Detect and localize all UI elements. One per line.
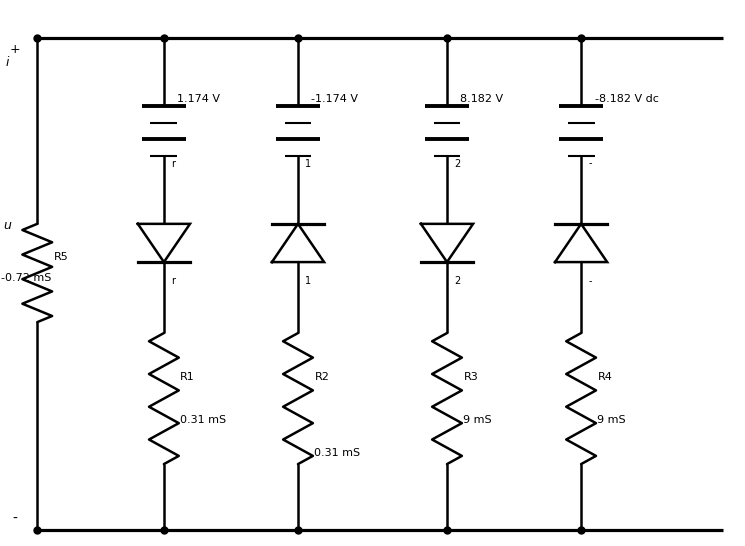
Text: 8.182 V: 8.182 V [460, 94, 504, 104]
Text: -: - [589, 276, 592, 286]
Text: 2: 2 [454, 158, 460, 169]
Text: 0.31 mS: 0.31 mS [180, 416, 226, 425]
Text: 1: 1 [305, 276, 311, 286]
Text: 9 mS: 9 mS [597, 416, 626, 425]
Text: 1.174 V: 1.174 V [177, 94, 221, 104]
Text: R4: R4 [597, 372, 612, 382]
Text: 1: 1 [305, 158, 311, 169]
Text: R5: R5 [54, 252, 69, 262]
Text: R2: R2 [314, 372, 329, 382]
Text: u: u [4, 219, 11, 232]
Text: r: r [171, 276, 175, 286]
Text: i: i [6, 56, 9, 68]
Text: r: r [171, 158, 175, 169]
Text: -0.72 mS: -0.72 mS [1, 274, 52, 283]
Text: -8.182 V dc: -8.182 V dc [595, 94, 659, 104]
Text: 2: 2 [454, 276, 460, 286]
Text: R1: R1 [180, 372, 195, 382]
Text: 9 mS: 9 mS [463, 416, 492, 425]
Text: -: - [13, 512, 17, 526]
Text: -1.174 V: -1.174 V [311, 94, 358, 104]
Text: 0.31 mS: 0.31 mS [314, 448, 361, 458]
Text: R3: R3 [463, 372, 478, 382]
Text: +: + [10, 43, 20, 56]
Text: -: - [589, 158, 592, 169]
